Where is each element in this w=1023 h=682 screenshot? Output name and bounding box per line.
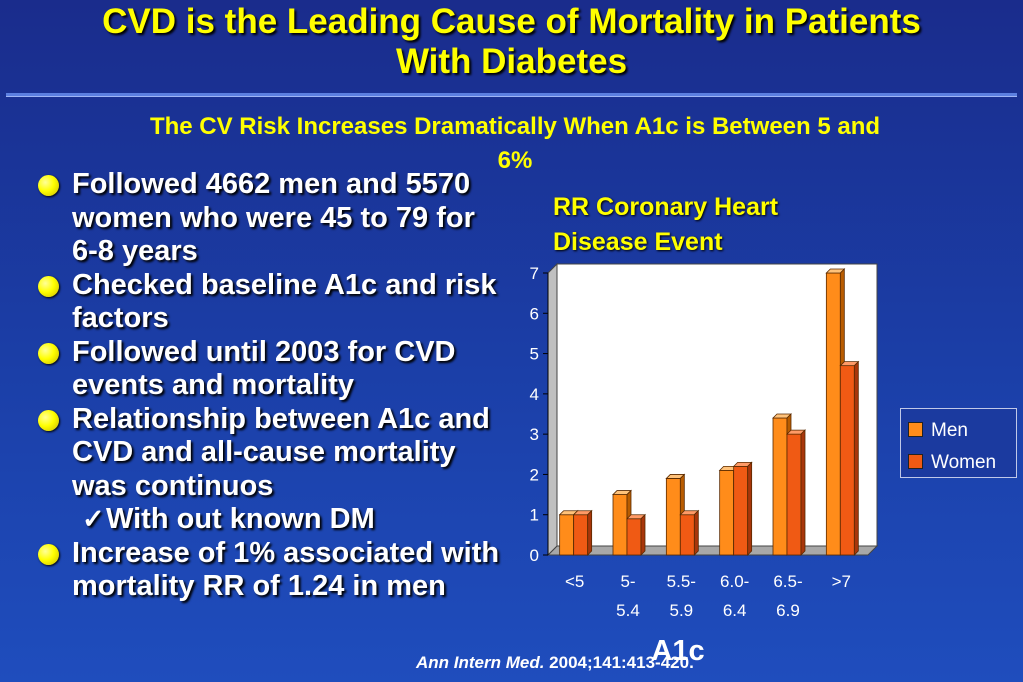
bar-side-women: [800, 429, 806, 556]
sub-bullet-text: With out known DM: [106, 503, 375, 535]
y-tick-label: 1: [530, 506, 539, 525]
title-divider: [6, 93, 1017, 97]
bar-men: [559, 514, 575, 556]
slide-subtitle-line-2: 6%: [497, 147, 533, 174]
bar-side-women: [640, 513, 646, 556]
bullet-item: Followed 4662 men and 5570 women who wer…: [36, 168, 506, 269]
bullet-text: Checked baseline A1c and risk factors: [72, 268, 497, 335]
x-tick-label: <5: [565, 572, 584, 591]
legend-item-men: Men: [908, 420, 968, 442]
bar-side-women: [587, 509, 593, 556]
legend-swatch-men: [908, 422, 923, 437]
bullet-text: Relationship between A1c and CVD and all…: [72, 402, 490, 502]
plot-back-wall: [556, 263, 878, 547]
bullet-list: Followed 4662 men and 5570 women who wer…: [36, 168, 506, 604]
bar-women: [839, 365, 855, 556]
y-tick-label: 0: [530, 546, 539, 565]
bar-side-women: [747, 461, 753, 556]
bar-men: [825, 272, 841, 556]
bar-women: [679, 514, 695, 556]
x-tick-label: 5-: [620, 572, 635, 591]
bullet-item: Increase of 1% associated with mortality…: [36, 537, 506, 604]
bar-women: [573, 514, 589, 556]
slide-title: CVD is the Leading Cause of Mortality in…: [0, 2, 1023, 82]
bullet-text: Followed 4662 men and 5570 women who wer…: [72, 168, 475, 267]
slide-title-line-1: CVD is the Leading Cause of Mortality in…: [102, 2, 921, 41]
x-tick-label: 6.5-: [773, 572, 802, 591]
y-tick-label: 4: [530, 385, 539, 404]
bar-side-women: [853, 360, 859, 556]
citation-journal: Ann Intern Med.: [416, 653, 545, 672]
chart-title: RR Coronary Heart Disease Event: [553, 193, 779, 256]
bullet-text: Followed until 2003 for CVD events and m…: [72, 335, 456, 402]
x-tick-label: 5.9: [670, 601, 694, 620]
bullet-text: Increase of 1% associated with mortality…: [72, 536, 500, 603]
y-tick-label: 3: [530, 425, 539, 444]
bar-men: [772, 417, 788, 556]
bullet-dot-icon: [38, 175, 59, 196]
legend-swatch-women: [908, 454, 923, 469]
bullet-item: Checked baseline A1c and risk factors: [36, 269, 506, 336]
bullet-dot-icon: [38, 342, 59, 364]
bullet-item: Followed until 2003 for CVD events and m…: [36, 336, 506, 403]
bar-women: [626, 518, 642, 556]
bullet-item: Relationship between A1c and CVD and all…: [36, 403, 506, 504]
y-tick-label: 7: [530, 264, 539, 283]
x-tick-label: 5.4: [616, 601, 640, 620]
plot-side-wall: [547, 262, 558, 557]
bullet-dot-icon: [38, 409, 59, 431]
y-tick-label: 2: [530, 465, 539, 484]
legend-label-men: Men: [931, 420, 968, 441]
x-tick-label: 5.5-: [667, 572, 696, 591]
sub-bullet-item: ✓ With out known DM: [36, 503, 506, 537]
slide-subtitle: The CV Risk Increases Dramatically When …: [40, 110, 990, 178]
bullet-dot-icon: [38, 543, 59, 565]
bar-side-women: [693, 509, 699, 556]
legend-label-women: Women: [931, 452, 997, 473]
slide-title-line-2: With Diabetes: [395, 42, 628, 81]
bar-men: [719, 469, 735, 556]
bar-men: [665, 478, 681, 556]
bullet-dot-icon: [38, 275, 59, 297]
bar-men: [612, 494, 628, 556]
x-axis-title: A1c: [651, 635, 704, 667]
y-tick-label: 5: [530, 345, 539, 364]
bar-women: [786, 433, 802, 556]
bar-women: [733, 465, 749, 556]
checkmark-icon: ✓: [82, 504, 105, 534]
citation-details: 2004;141:413-420.: [544, 653, 694, 672]
x-tick-label: >7: [832, 572, 851, 591]
citation: Ann Intern Med. 2004;141:413-420.: [416, 653, 694, 673]
y-tick-label: 6: [530, 304, 539, 323]
x-tick-label: 6.0-: [720, 572, 749, 591]
chart-legend: Men Women: [900, 408, 1017, 478]
legend-item-women: Women: [908, 452, 996, 474]
slide-subtitle-line-1: The CV Risk Increases Dramatically When …: [149, 113, 881, 140]
x-tick-label: 6.4: [723, 601, 747, 620]
x-tick-label: 6.9: [776, 601, 800, 620]
